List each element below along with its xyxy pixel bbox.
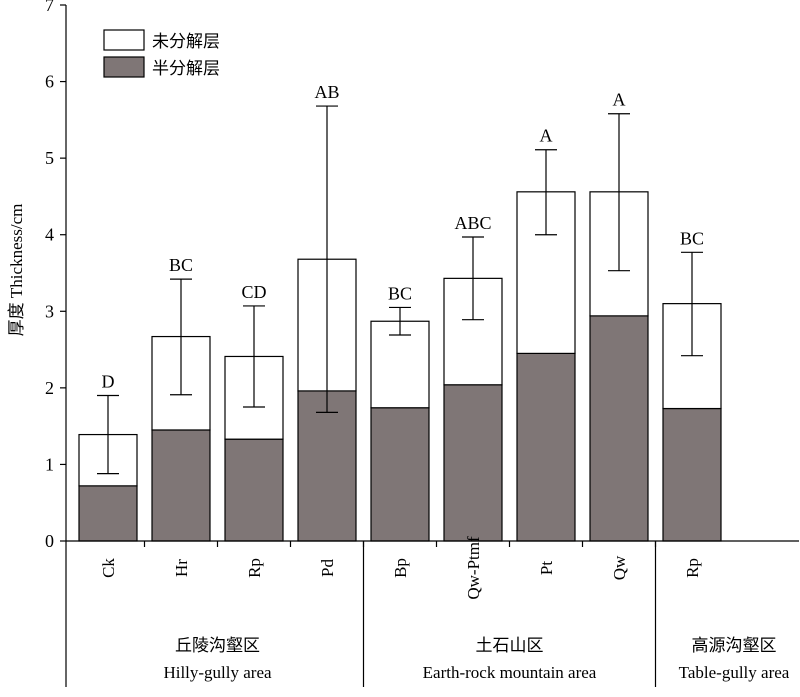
significance-label-8: BC [680,228,704,248]
x-tick-label-1: Hr [172,559,191,577]
legend-swatch-1 [103,56,145,78]
significance-label-5: ABC [454,213,491,233]
axes: Ck Hr Rp Pd Bp Qw-Ptmf Pt Qw Rp 0 1 2 3 4 5 6 7 [45,0,799,600]
x-tick-label-2: Rp [245,558,264,578]
bar-semi-decomposed-8 [662,407,722,542]
y-tick-label-4: 4 [45,225,54,245]
significance-label-7: A [613,90,626,110]
bar-semi-decomposed-7 [589,315,649,542]
group-label-en-0: Hilly-gully area [163,663,272,682]
group-label-en-1: Earth-rock mountain area [423,663,597,682]
bar-undecomposed-4 [370,320,430,409]
y-axis-label: 厚度 Thickness/cm [7,204,26,337]
legend-label-1: 半分解层 [152,59,220,78]
y-tick-label-3: 3 [45,301,54,321]
y-tick-label-6: 6 [45,72,54,92]
significance-label-6: A [540,126,553,146]
bar-semi-decomposed-1 [151,429,211,542]
group-label-en-2: Table-gully area [679,663,790,682]
x-tick-label-8: Rp [683,558,702,578]
group-label-cn-1: 土石山区 [476,636,544,655]
bar-semi-decomposed-0 [78,485,138,542]
x-tick-label-5: Qw-Ptmf [464,536,483,600]
y-tick-label-0: 0 [45,531,54,551]
bar-semi-decomposed-2 [224,438,284,542]
x-tick-label-0: Ck [99,558,118,578]
group-label-cn-0: 丘陵沟壑区 [175,636,260,655]
bar-semi-decomposed-3 [297,390,357,542]
x-tick-label-7: Qw [610,555,629,580]
y-tick-label-1: 1 [45,454,54,474]
significance-label-4: BC [388,283,412,303]
y-tick-label-5: 5 [45,148,54,168]
x-tick-label-4: Bp [391,558,410,578]
significance-label-0: D [102,372,115,392]
bar-semi-decomposed-5 [443,384,503,542]
y-tick-label-2: 2 [45,378,54,398]
significance-label-1: BC [169,255,193,275]
x-tick-label-6: Pt [537,561,556,575]
bar-semi-decomposed-6 [516,352,576,542]
group-label-cn-2: 高源沟壑区 [692,636,777,655]
y-tick-label-7: 7 [45,0,54,15]
legend-label-0: 未分解层 [152,32,220,51]
legend-swatch-0 [103,29,145,51]
bar-semi-decomposed-4 [370,407,430,542]
x-tick-label-3: Pd [318,559,337,577]
significance-label-2: CD [241,282,266,302]
group-labels: 丘陵沟壑区 Hilly-gully area 土石山区 Earth-rock moun… [65,541,790,687]
significance-label-3: AB [314,82,339,102]
